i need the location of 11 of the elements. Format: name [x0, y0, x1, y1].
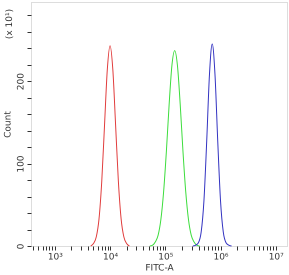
- x-tick-label: 10⁶: [213, 252, 229, 262]
- y-axis-title: Count: [4, 110, 14, 138]
- x-tick-label: 10⁷: [268, 252, 284, 262]
- x-tick-label: 10⁴: [103, 252, 118, 262]
- x-tick-label: 10⁵: [158, 252, 174, 262]
- x-tick-label: 10³: [48, 252, 64, 262]
- y-tick-label: 200: [16, 72, 26, 90]
- y-tick-label: 0: [16, 243, 26, 250]
- y-tick-label: 100: [16, 155, 26, 173]
- x-axis-title: FITC-A: [145, 264, 174, 274]
- text: (x 10¹): [5, 8, 15, 40]
